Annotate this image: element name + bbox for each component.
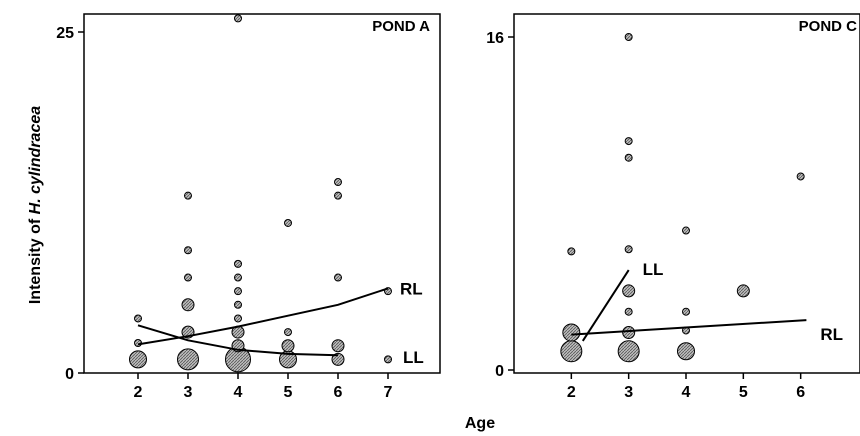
series-line-rl <box>571 319 807 336</box>
y-tick-label: 0 <box>495 363 504 380</box>
data-point <box>184 246 192 255</box>
x-tick-label: 5 <box>739 384 748 401</box>
data-point <box>334 273 342 282</box>
data-point <box>234 14 242 23</box>
x-tick-label: 3 <box>624 384 633 401</box>
data-point <box>331 352 345 366</box>
x-tick-label: 4 <box>234 384 243 401</box>
data-point <box>624 307 633 316</box>
data-point <box>129 350 147 369</box>
panel-title: POND C <box>799 18 858 35</box>
panel-pond-a: 0 25 2 3 4 5 6 7 POND A RL LL <box>56 13 441 401</box>
data-point <box>234 300 242 309</box>
y-tick-label: 25 <box>56 25 74 42</box>
data-point <box>234 273 242 282</box>
data-point <box>562 323 581 342</box>
data-point <box>560 340 583 363</box>
plot-frame <box>513 13 860 374</box>
x-tick-label: 5 <box>284 384 293 401</box>
data-point <box>181 298 195 312</box>
series-label-rl: RL <box>820 325 843 344</box>
x-tick-label: 6 <box>796 384 805 401</box>
x-tick-label: 2 <box>134 384 143 401</box>
data-point <box>682 226 690 235</box>
data-point <box>281 339 295 353</box>
y-tick-label: 16 <box>486 30 504 47</box>
x-tick-label: 4 <box>682 384 691 401</box>
data-point <box>736 284 750 298</box>
data-point <box>622 326 636 340</box>
series-line-ll <box>581 269 630 342</box>
data-point <box>624 137 633 146</box>
data-point <box>624 33 633 41</box>
series-label-rl: RL <box>400 279 423 298</box>
data-point <box>331 339 345 353</box>
data-point <box>624 245 633 254</box>
data-point <box>677 342 695 361</box>
plot-frame <box>83 13 441 374</box>
data-point <box>384 355 392 364</box>
data-point <box>682 307 690 316</box>
panel-pond-c: 0 16 2 3 4 5 6 POND C RL LL <box>486 13 860 401</box>
series-label-ll: LL <box>643 260 664 279</box>
x-tick-label: 7 <box>384 384 393 401</box>
data-point <box>284 328 292 337</box>
panel-title: POND A <box>372 18 430 35</box>
x-tick-label: 2 <box>567 384 576 401</box>
y-axis-title: Intensity of H. cylindracea <box>27 106 44 304</box>
x-axis-title: Age <box>465 415 495 432</box>
x-tick-label: 6 <box>334 384 343 401</box>
series-label-ll: LL <box>403 348 424 367</box>
data-point <box>624 153 633 162</box>
data-point <box>796 172 805 181</box>
data-point <box>334 191 342 200</box>
y-tick-label: 0 <box>65 366 74 383</box>
data-point <box>134 314 142 323</box>
data-point <box>334 178 342 187</box>
data-point <box>177 348 199 371</box>
series-line-ll <box>137 324 339 357</box>
x-tick-label: 3 <box>184 384 193 401</box>
data-point <box>284 218 292 227</box>
data-point <box>567 247 576 256</box>
data-point <box>622 284 636 298</box>
data-point <box>617 340 640 363</box>
data-point <box>234 314 242 323</box>
data-point <box>184 191 192 200</box>
data-point <box>184 273 192 282</box>
data-point <box>234 259 242 268</box>
data-point <box>234 287 242 296</box>
